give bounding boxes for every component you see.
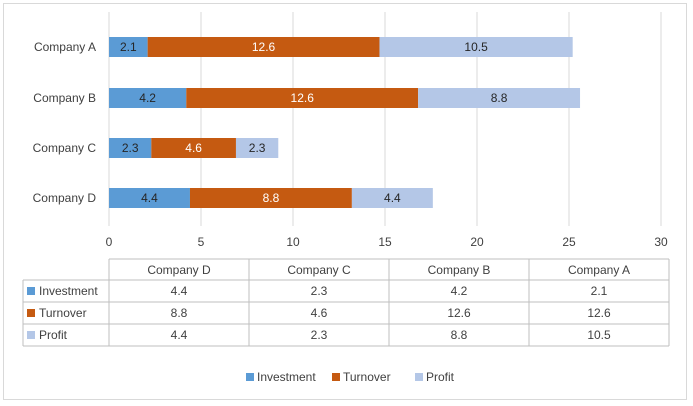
data-label-investment-company-b: 4.2 <box>139 91 156 105</box>
x-tick-label-15: 15 <box>378 235 392 249</box>
table-cell-profit-company-c: 2.3 <box>311 328 328 342</box>
bar-turnover-company-c[interactable] <box>151 138 236 158</box>
table-header-company-d: Company D <box>147 263 211 277</box>
bar-investment-company-d[interactable] <box>109 188 190 208</box>
table-header-company-c: Company C <box>287 263 351 277</box>
bar-investment-company-a[interactable] <box>109 37 148 57</box>
legend-key-profit[interactable] <box>415 373 423 381</box>
data-label-investment-company-a: 2.1 <box>120 40 137 54</box>
table-cell-turnover-company-b: 12.6 <box>447 306 471 320</box>
legend-label-turnover[interactable]: Turnover <box>343 370 391 384</box>
legend-key-turnover[interactable] <box>332 373 340 381</box>
bar-profit-company-d[interactable] <box>351 188 433 208</box>
table-legend-key-turnover <box>27 309 35 317</box>
x-tick-label-5: 5 <box>198 235 205 249</box>
data-label-investment-company-d: 4.4 <box>141 191 158 205</box>
data-label-investment-company-c: 2.3 <box>122 141 139 155</box>
category-label-company-c: Company C <box>33 141 97 155</box>
legend-key-investment[interactable] <box>246 373 254 381</box>
table-legend-key-profit <box>27 331 35 339</box>
table-header-company-a: Company A <box>568 263 630 277</box>
data-label-turnover-company-c: 4.6 <box>185 141 202 155</box>
table-cell-investment-company-a: 2.1 <box>591 284 608 298</box>
bar-profit-company-b[interactable] <box>418 88 581 108</box>
table-cell-profit-company-d: 4.4 <box>171 328 188 342</box>
data-label-profit-company-a: 10.5 <box>464 40 488 54</box>
table-legend-key-investment <box>27 287 35 295</box>
table-header-company-b: Company B <box>428 263 491 277</box>
x-tick-label-0: 0 <box>106 235 113 249</box>
data-label-profit-company-b: 8.8 <box>491 91 508 105</box>
table-cell-turnover-company-d: 8.8 <box>171 306 188 320</box>
bar-investment-company-b[interactable] <box>109 88 187 108</box>
table-row-label-investment: Investment <box>39 284 98 298</box>
bar-turnover-company-d[interactable] <box>189 188 352 208</box>
category-label-company-d: Company D <box>33 191 97 205</box>
table-row-label-turnover: Turnover <box>39 306 87 320</box>
data-label-turnover-company-a: 12.6 <box>252 40 276 54</box>
table-cell-investment-company-b: 4.2 <box>451 284 468 298</box>
bar-turnover-company-a[interactable] <box>147 37 380 57</box>
legend-label-investment[interactable]: Investment <box>257 370 316 384</box>
data-label-profit-company-d: 4.4 <box>384 191 401 205</box>
category-label-company-a: Company A <box>34 40 96 54</box>
bar-turnover-company-b[interactable] <box>186 88 419 108</box>
table-cell-profit-company-b: 8.8 <box>451 328 468 342</box>
category-label-company-b: Company B <box>33 91 96 105</box>
x-tick-label-30: 30 <box>654 235 668 249</box>
table-cell-turnover-company-a: 12.6 <box>587 306 611 320</box>
table-cell-profit-company-a: 10.5 <box>587 328 611 342</box>
legend-label-profit[interactable]: Profit <box>426 370 455 384</box>
data-label-turnover-company-b: 12.6 <box>291 91 315 105</box>
table-cell-investment-company-c: 2.3 <box>311 284 328 298</box>
x-tick-label-25: 25 <box>562 235 576 249</box>
bar-profit-company-a[interactable] <box>379 37 573 57</box>
x-tick-label-10: 10 <box>286 235 300 249</box>
data-label-profit-company-c: 2.3 <box>249 141 266 155</box>
table-cell-turnover-company-c: 4.6 <box>311 306 328 320</box>
table-row-label-profit: Profit <box>39 328 68 342</box>
x-tick-label-20: 20 <box>470 235 484 249</box>
data-label-turnover-company-d: 8.8 <box>263 191 280 205</box>
bar-investment-company-c[interactable] <box>109 138 152 158</box>
table-cell-investment-company-d: 4.4 <box>171 284 188 298</box>
bar-profit-company-c[interactable] <box>235 138 279 158</box>
